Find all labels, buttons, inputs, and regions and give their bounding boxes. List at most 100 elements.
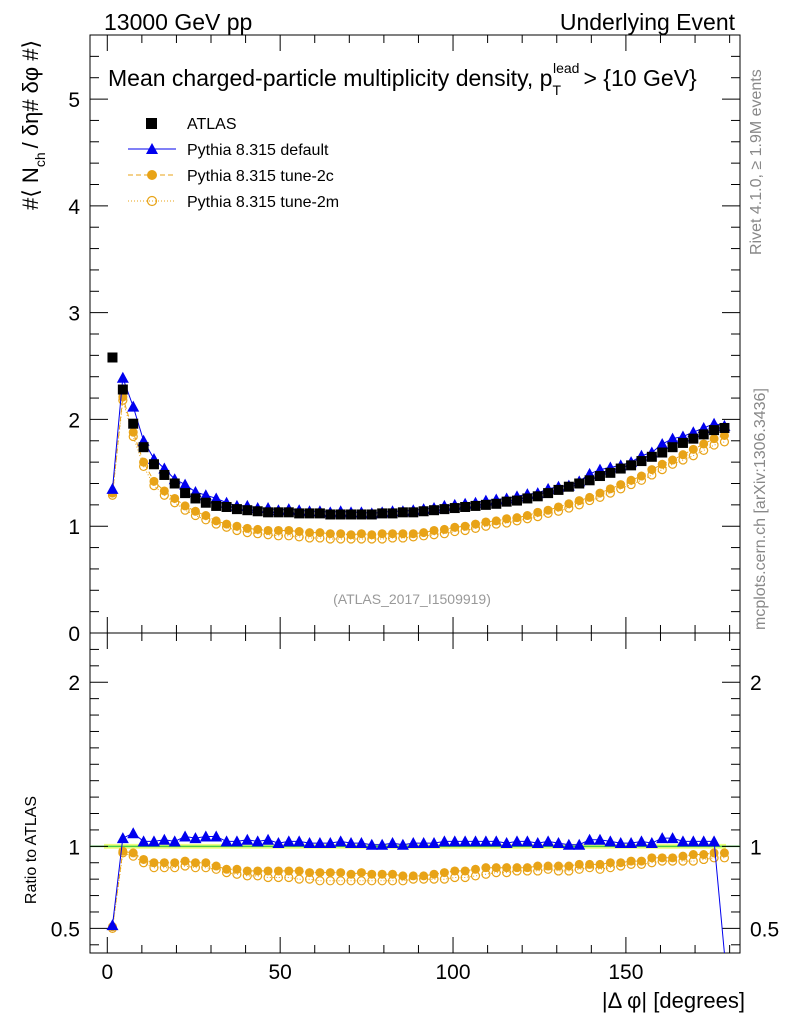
main-point-tune2c xyxy=(253,524,263,534)
ratio-point-tune2c xyxy=(574,859,584,869)
main-point-tune2c xyxy=(585,492,595,502)
main-point-atlas xyxy=(449,503,460,514)
ratio-point-default xyxy=(448,835,461,847)
main-point-default xyxy=(656,437,669,449)
watermark: (ATLAS_2017_I1509919) xyxy=(333,591,491,607)
legend: ATLAS Pythia 8.315 default Pythia 8.315 … xyxy=(128,116,339,211)
ratio-point-default xyxy=(614,837,627,849)
main-point-tune2c xyxy=(222,519,232,529)
ratio-point-default xyxy=(220,835,233,847)
ratio-line-default xyxy=(112,832,725,954)
main-point-tune2c xyxy=(574,496,584,506)
main-point-atlas xyxy=(231,504,242,515)
main-point-tune2c xyxy=(460,521,470,531)
main-point-atlas xyxy=(511,495,522,506)
main-point-tune2c xyxy=(657,459,667,469)
ratio-point-tune2c xyxy=(170,858,180,868)
ratio-point-tune2c xyxy=(139,854,149,864)
ratio-point-tune2c xyxy=(678,851,688,861)
main-point-atlas xyxy=(346,509,357,520)
main-point-atlas xyxy=(408,507,419,518)
main-point-atlas xyxy=(397,507,408,518)
ratio-point-tune2c xyxy=(232,864,242,874)
ratio-point-default xyxy=(490,835,503,847)
ratio-point-default xyxy=(106,919,119,931)
ratio-point-tune2c xyxy=(242,866,252,876)
ratio-point-default xyxy=(158,833,171,845)
ratio-point-default xyxy=(500,837,513,849)
ratio-ytick-label: 1 xyxy=(68,836,80,859)
main-point-tune2c xyxy=(626,475,636,485)
ratio-point-default xyxy=(417,837,430,849)
ratio-point-default xyxy=(635,835,648,847)
ratio-point-tune2c xyxy=(128,848,138,858)
main-point-tune2c xyxy=(190,506,200,516)
ratio-point-default xyxy=(469,835,482,847)
main-title: Mean charged-particle multiplicity densi… xyxy=(108,60,697,98)
main-point-atlas xyxy=(563,481,574,492)
main-point-atlas xyxy=(387,508,398,519)
ratio-point-default xyxy=(521,835,534,847)
main-point-tune2c xyxy=(180,501,190,511)
ratio-point-default xyxy=(376,838,389,850)
ratio-point-default xyxy=(666,832,679,844)
ratio-point-default xyxy=(531,837,544,849)
main-point-tune2c xyxy=(367,530,377,540)
ratio-point-tune2c xyxy=(118,846,128,856)
ratio-ylabel: Ratio to ATLAS xyxy=(23,796,40,904)
ratio-point-default xyxy=(604,835,617,847)
ratio-point-tune2c xyxy=(222,864,232,874)
ratio-point-tune2c xyxy=(388,869,398,879)
legend-label-tune2m: Pythia 8.315 tune-2m xyxy=(187,194,339,211)
main-point-atlas xyxy=(138,442,149,453)
ratio-point-default xyxy=(251,835,264,847)
main-point-tune2c xyxy=(605,484,615,494)
ratio-point-default xyxy=(313,837,326,849)
ratio-point-tune2c xyxy=(657,853,667,863)
ratio-point-tune2c xyxy=(439,868,449,878)
legend-marker-default xyxy=(146,143,158,154)
ratio-point-default xyxy=(407,837,420,849)
main-point-tune2c xyxy=(336,529,346,539)
mcplots-side-label: mcplots.cern.ch [arXiv:1306.3436] xyxy=(752,388,769,630)
main-point-atlas xyxy=(283,507,294,518)
ratio-point-tune2c xyxy=(377,869,387,879)
main-point-tune2c xyxy=(211,516,221,526)
ratio-point-tune2c xyxy=(273,866,283,876)
ratio-point-default xyxy=(334,835,347,847)
ratio-point-default xyxy=(230,835,243,847)
main-point-tune2c xyxy=(678,450,688,460)
ratio-point-default xyxy=(210,830,223,842)
main-point-tune2c xyxy=(273,525,283,535)
main-point-tune2c xyxy=(263,525,273,535)
main-ytick-label: 0 xyxy=(68,623,80,646)
main-point-tune2c xyxy=(419,528,429,538)
main-point-atlas xyxy=(325,509,336,520)
main-point-tune2c xyxy=(439,524,449,534)
legend-label-atlas: ATLAS xyxy=(187,116,237,133)
ratio-point-tune2c xyxy=(626,856,636,866)
legend-label-default: Pythia 8.315 default xyxy=(187,142,329,159)
main-point-atlas xyxy=(657,447,668,458)
ratio-point-default xyxy=(116,832,129,844)
ratio-point-tune2c xyxy=(522,863,532,873)
main-point-tune2c xyxy=(471,519,481,529)
ratio-point-tune2c xyxy=(553,861,563,871)
ratio-point-tune2c xyxy=(305,868,315,878)
ratio-point-tune2c xyxy=(336,868,346,878)
ratio-ytick-label-right: 2 xyxy=(750,672,762,695)
ratio-point-tune2c xyxy=(367,869,377,879)
ratio-point-tune2c xyxy=(688,850,698,860)
main-point-atlas xyxy=(148,459,159,470)
ratio-point-tune2m xyxy=(294,874,304,884)
main-point-atlas xyxy=(211,500,222,511)
main-point-tune2c xyxy=(616,480,626,490)
main-point-atlas xyxy=(439,504,450,515)
main-ytick-label: 2 xyxy=(68,409,80,432)
ratio-point-tune2m xyxy=(315,876,325,886)
ratio-point-tune2c xyxy=(284,866,294,876)
main-point-atlas xyxy=(460,501,471,512)
ratio-point-default xyxy=(459,835,472,847)
ratio-point-default xyxy=(324,837,337,849)
